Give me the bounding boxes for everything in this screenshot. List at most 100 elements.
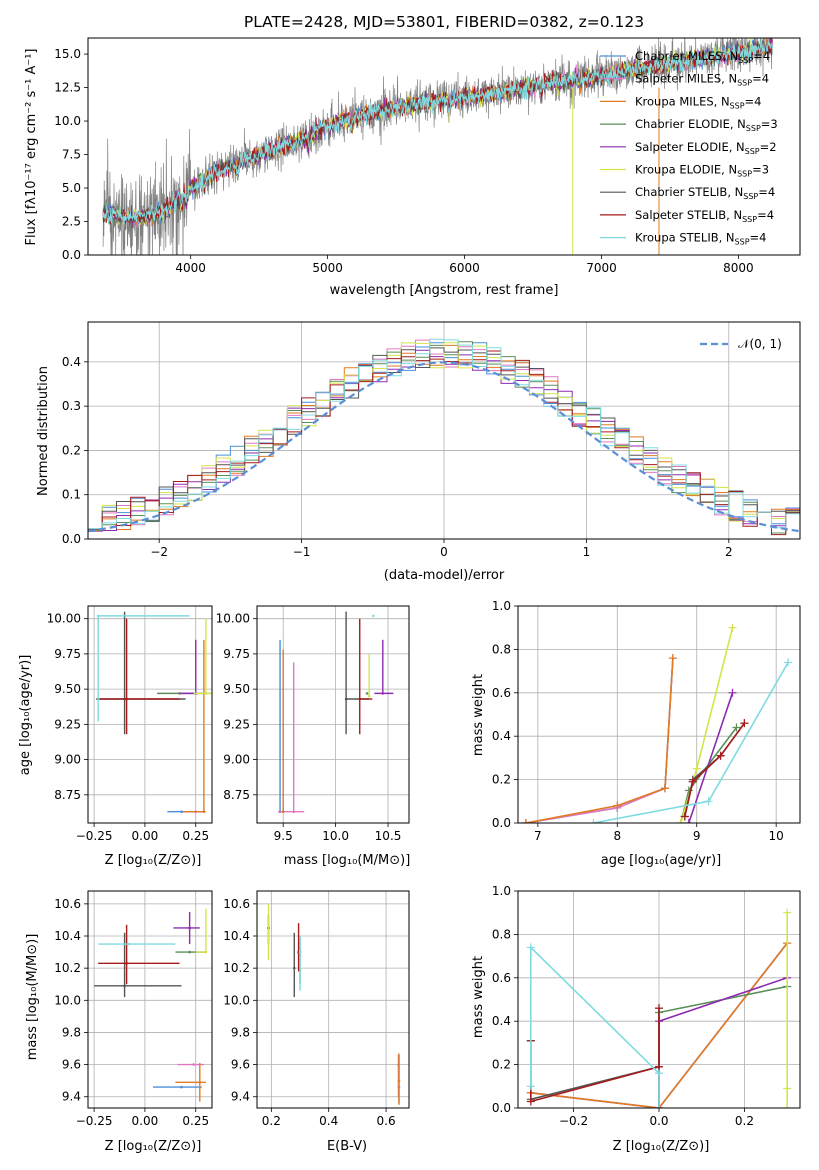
data-point	[180, 810, 183, 814]
y-tick-label: 10.00	[47, 612, 81, 626]
data-point	[192, 1063, 196, 1066]
x-tick-label: −1	[293, 545, 311, 559]
y-tick-label: 0.2	[492, 1058, 511, 1072]
y-tick-label: 1.0	[492, 599, 511, 613]
axes-frame	[87, 890, 213, 1109]
mass-ebv-xlabel: E(B-V)	[327, 1139, 367, 1154]
y-tick-label: 8.75	[223, 788, 250, 802]
y-tick-label: 0.4	[492, 1014, 511, 1028]
x-tick-label: 0.00	[132, 829, 159, 843]
data-point	[123, 984, 126, 988]
x-tick-label: −0.2	[559, 1114, 588, 1128]
y-tick-label: 0.0	[62, 248, 81, 262]
plus-marker	[732, 723, 741, 732]
legend-subscript: SSP	[737, 79, 752, 88]
plot-area	[102, 38, 773, 255]
x-tick-label: 0.0	[649, 1114, 668, 1128]
y-tick-label: 0.1	[62, 488, 81, 502]
y-tick-label: 15.0	[54, 47, 81, 61]
x-tick-label: 9	[693, 829, 701, 843]
mw-age-xlabel: age [log₁₀(age/yr)]	[601, 853, 722, 868]
normal-curve	[88, 361, 800, 533]
x-tick-label: 9.5	[274, 829, 293, 843]
y-tick-label: 0.2	[492, 773, 511, 787]
x-tick-label: 10.0	[322, 829, 349, 843]
plus-marker	[783, 1104, 792, 1108]
y-tick-label: 0.0	[492, 816, 511, 830]
plus-marker	[684, 819, 693, 823]
y-tick-label: 0.3	[62, 399, 81, 413]
grid	[257, 891, 409, 1108]
spectrum-model-line	[102, 38, 773, 225]
plus-marker	[668, 654, 677, 663]
mass-weight-line	[684, 722, 746, 817]
y-tick-label: 9.00	[223, 753, 250, 767]
y-tick-label: 9.75	[223, 647, 250, 661]
y-tick-label: 0.4	[62, 355, 81, 369]
x-tick-label: 0.25	[182, 1114, 209, 1128]
y-tick-label: 9.75	[54, 647, 81, 661]
mw-age-ylabel: mass weight	[471, 674, 486, 756]
x-tick-label: 0.2	[262, 1114, 281, 1128]
mw-z-ylabel: mass weight	[471, 956, 486, 1038]
plus-marker	[655, 1004, 663, 1013]
y-tick-label: 12.5	[54, 81, 81, 95]
plus-marker	[613, 801, 622, 810]
spectrum-ylabel: Flux [fλ10⁻¹⁷ erg cm⁻² s⁻¹ A⁻¹]	[24, 49, 39, 246]
plot-area	[94, 908, 208, 1102]
axes-age-vs-mass: 9.5 10.0 10.5 8.75 9.00 9.25 9.50 9.75 10.00	[216, 605, 410, 843]
hist-ylabel: Normed distribution	[36, 366, 51, 496]
grid	[88, 891, 212, 1108]
spectrum-model-line	[102, 38, 773, 225]
plus-marker	[660, 784, 669, 793]
axes-mass-weight-vs-age: 7 8 9 10 0.0 0.2 0.4 0.6 0.8 1.0	[492, 599, 801, 843]
plus-marker	[521, 819, 530, 823]
axes-frame	[256, 890, 410, 1109]
legend-value: =4	[745, 94, 762, 108]
axes-residual-histogram: −2 −1 0 1 2 0.0 0.1 0.2 0.3 0.4 𝒩(0, 1)	[62, 321, 801, 559]
plus-marker	[728, 623, 737, 632]
data-point	[397, 1079, 401, 1082]
plus-marker	[526, 1082, 535, 1091]
y-tick-label: 10.0	[223, 993, 250, 1007]
legend-subscript: SSP	[745, 147, 760, 156]
histogram-step	[88, 338, 800, 529]
plus-marker	[655, 1104, 663, 1108]
data-point	[198, 1080, 202, 1084]
data-point	[358, 697, 362, 701]
y-tick-label: 10.2	[223, 961, 250, 975]
plus-marker	[655, 1069, 663, 1078]
spectrum-xlabel: wavelength [Angstrom, rest frame]	[330, 283, 559, 298]
y-tick-label: 0.2	[62, 443, 81, 457]
y-tick-label: 10.0	[54, 993, 81, 1007]
y-tick-label: 0.8	[492, 927, 511, 941]
y-tick-label: 9.50	[223, 682, 250, 696]
x-tick-label: 7000	[586, 261, 617, 275]
plus-marker	[704, 797, 713, 806]
mass-weight-line	[525, 658, 674, 823]
x-tick-label: 10.5	[375, 829, 402, 843]
legend-label: 𝒩(0, 1)	[738, 337, 782, 351]
y-tick-label: 8.75	[54, 788, 81, 802]
age-z-ylabel: age [log₁₀(age/yr)]	[18, 655, 33, 776]
data-point	[127, 942, 130, 946]
age-mass-xlabel: mass [log₁₀(M/M⊙)]	[284, 853, 411, 868]
data-point	[281, 810, 285, 814]
x-tick-label: 6000	[449, 261, 480, 275]
y-tick-label: 9.00	[54, 753, 81, 767]
y-tick-label: 9.8	[231, 1025, 250, 1039]
axes-frame	[87, 37, 801, 256]
y-tick-label: 10.0	[54, 114, 81, 128]
plus-marker	[676, 819, 685, 823]
plus-marker	[716, 751, 725, 760]
axes-frame	[517, 890, 801, 1109]
data-point	[365, 692, 369, 695]
axes-age-vs-Z: −0.25 0.00 0.25 8.75 9.00 9.25 9.50 9.75 10.00	[47, 605, 213, 843]
y-tick-label: 7.5	[62, 148, 81, 162]
legend-label: Salpeter STELIB, NSSP=4	[635, 208, 774, 224]
y-tick-label: 0.0	[62, 532, 81, 546]
axes-frame	[87, 321, 801, 540]
legend-label: Salpeter ELODIE, NSSP=2	[635, 140, 777, 156]
mass-weight-line	[688, 692, 734, 823]
